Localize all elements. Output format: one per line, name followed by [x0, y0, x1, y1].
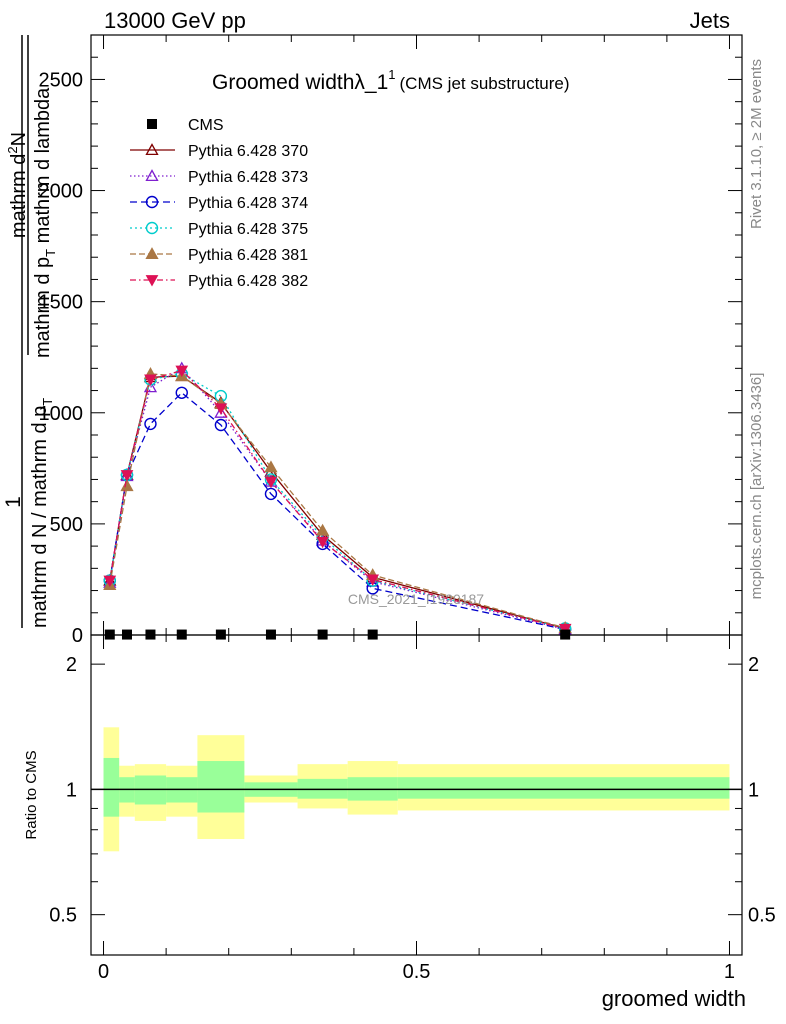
y-label-rden-text: mathrm d p	[32, 257, 54, 358]
series-5-point-7	[366, 574, 380, 586]
cms-point-1	[121, 629, 132, 640]
ratio-tick-label-left: 2	[66, 654, 77, 676]
cms-point-6	[317, 629, 328, 640]
y-tick-label: 0	[72, 625, 83, 647]
cms-point-3	[176, 629, 187, 640]
legend-label-1: Pythia 6.428 373	[188, 169, 308, 186]
legend-marker-3	[145, 221, 159, 235]
cms-point-0	[104, 629, 115, 640]
legend-marker-2	[145, 195, 159, 209]
rivet-version-label: Rivet 3.1.10, ≥ 2M events	[748, 59, 765, 229]
y-axis-label: 1 mathrm d N / mathrm d pT mathrm d2N ma…	[2, 35, 58, 628]
header-energy: 13000 GeV pp	[104, 8, 246, 33]
x-tick-label: 0.5	[403, 961, 431, 983]
y-tick-label: 1500	[39, 292, 84, 314]
y-label-den-text: mathrm d N / mathrm d p	[29, 406, 51, 628]
y-label-rnum-sup: 2	[5, 146, 20, 153]
y-label-denominator: mathrm d N / mathrm d pT	[29, 398, 55, 628]
cms-point-7	[367, 629, 378, 640]
axis-ticks: 0 0.5 1 0 500 1000 1500 2000 2500 0.5 0.5 1 1 2 2	[39, 35, 776, 983]
ratio-band-inner-8	[397, 777, 730, 799]
analysis-watermark: CMS_2021_I1920187	[348, 591, 484, 607]
ratio-tick-label-right: 0.5	[748, 905, 776, 927]
y-tick-label: 500	[50, 514, 83, 536]
legend-marker-0	[145, 143, 159, 156]
legend-cms-marker	[147, 119, 157, 129]
x-tick-label: 1	[724, 961, 735, 983]
series-line-4	[109, 373, 566, 629]
ratio-tick-label-right: 2	[748, 654, 759, 676]
series-5-point-6	[316, 536, 329, 549]
ratio-tick-label-left: 0.5	[49, 905, 77, 927]
legend-label-4: Pythia 6.428 381	[188, 247, 308, 264]
series-2-point-4	[214, 418, 228, 432]
legend-marker-1	[145, 169, 159, 182]
cms-data-points	[104, 629, 571, 640]
cms-point-8	[560, 629, 571, 640]
y-tick-label: 2500	[39, 69, 84, 91]
legend-cms-label: CMS	[188, 117, 224, 134]
title-superscript: 1	[388, 67, 395, 82]
series-line-5	[109, 369, 566, 630]
y-label-rnum-text: mathrm d	[8, 154, 30, 238]
series-line-1	[109, 367, 566, 631]
series-4-point-6	[316, 523, 330, 536]
header-process: Jets	[689, 8, 730, 33]
y-label-right-numerator: mathrm d2N	[5, 132, 30, 238]
y-tick-label: 2000	[39, 181, 84, 203]
series-4-point-5	[264, 460, 278, 473]
mcplots-label: mcplots.cern.ch [arXiv:1306.3436]	[748, 373, 765, 600]
y-tick-label: 1000	[39, 403, 84, 425]
mc-series-lines	[103, 361, 572, 636]
series-4-point-1	[120, 479, 134, 492]
series-5-point-8	[558, 623, 572, 636]
legend-marker-5	[145, 275, 159, 287]
y-label-numerator: 1	[2, 496, 25, 508]
series-2-point-2	[144, 417, 157, 431]
legend-label-0: Pythia 6.428 370	[188, 143, 308, 160]
legend-label-5: Pythia 6.428 382	[188, 273, 308, 290]
series-line-0	[109, 375, 566, 629]
series-5-point-5	[264, 476, 278, 489]
series-2-point-5	[264, 487, 278, 501]
y-label-right-denominator: mathrm d pT mathrm d lambda	[32, 87, 58, 358]
series-5-point-3	[175, 365, 189, 378]
legend-label-2: Pythia 6.428 374	[188, 195, 308, 212]
legend-label-3: Pythia 6.428 375	[188, 221, 308, 238]
legend: CMS Pythia 6.428 370 Pythia 6.428 373 Pythi…	[130, 117, 308, 290]
x-tick-label: 0	[98, 961, 109, 983]
cms-point-5	[265, 629, 276, 640]
ratio-band-inner-0	[103, 757, 120, 817]
series-line-3	[109, 373, 566, 629]
cms-point-2	[145, 629, 156, 640]
ratio-y-axis-label: Ratio to CMS	[23, 750, 40, 839]
series-5-point-1	[120, 470, 134, 482]
y-label-rden-sub: T	[43, 249, 58, 257]
series-5-point-0	[103, 575, 117, 588]
y-label-den-sub: T	[40, 398, 55, 406]
ratio-tick-label-right: 1	[748, 779, 759, 801]
series-line-2	[109, 391, 566, 631]
series-2-point-3	[175, 386, 188, 399]
ratio-uncertainty-bands	[91, 727, 742, 852]
title-main: Groomed widthλ_1	[212, 71, 388, 94]
series-5-point-4	[214, 403, 228, 415]
y-label-rden-tail: mathrm d lambda	[32, 87, 54, 249]
ratio-band-inner-4	[197, 761, 245, 813]
ratio-tick-label-left: 1	[66, 779, 77, 801]
x-axis-label: groomed width	[602, 986, 746, 1011]
series-5-point-2	[144, 374, 157, 386]
y-label-rnum-tail: N	[8, 132, 30, 146]
title-subtitle: (CMS jet substructure)	[400, 74, 570, 93]
legend-marker-4	[145, 247, 159, 260]
chart-title: Groomed widthλ_11 (CMS jet substructure)	[212, 67, 570, 94]
cms-point-4	[215, 629, 226, 640]
